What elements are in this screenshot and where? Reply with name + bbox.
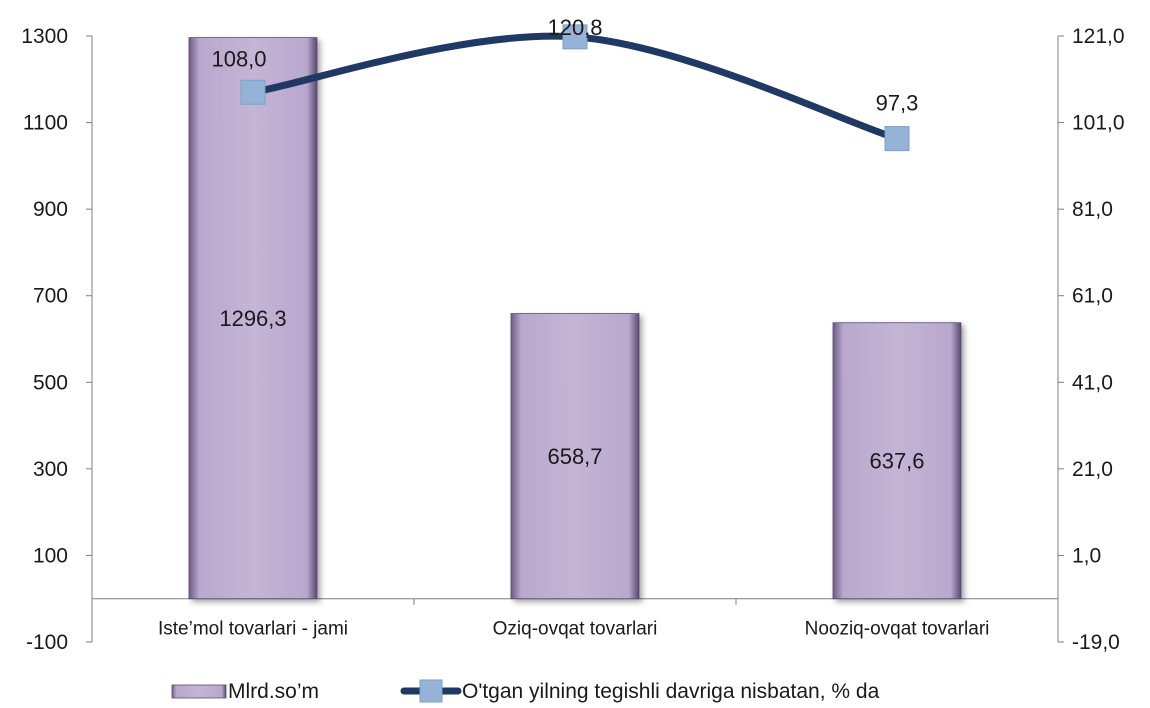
line-series bbox=[240, 24, 910, 152]
left-axis-tick-label: 900 bbox=[33, 198, 68, 221]
right-axis-tick-label: 121,0 bbox=[1072, 25, 1125, 48]
line-value-label: 108,0 bbox=[211, 46, 266, 71]
left-axis-tick-label: 1300 bbox=[21, 25, 68, 48]
left-axis-tick-label: 100 bbox=[33, 544, 68, 567]
data-labels: 1296,3 658,7 637,6 108,0 120,8 97,3 bbox=[211, 15, 924, 474]
left-axis-tick-label: -100 bbox=[26, 631, 68, 654]
line-series-path bbox=[249, 32, 901, 143]
bar-value-label: 1296,3 bbox=[219, 306, 286, 331]
right-axis-tick-label: 41,0 bbox=[1072, 371, 1113, 394]
legend-label: O'tgan yilning tegishli davriga nisbatan… bbox=[462, 680, 880, 703]
bars bbox=[188, 37, 962, 600]
line-marker bbox=[562, 24, 588, 50]
category-label: Oziq-ovqat tovarlari bbox=[493, 619, 658, 640]
line-marker bbox=[240, 79, 266, 105]
bar bbox=[510, 313, 640, 600]
line-value-label: 120,8 bbox=[547, 15, 602, 40]
right-axis-tick-label: 61,0 bbox=[1072, 285, 1113, 308]
right-axis-tick-label: 1,0 bbox=[1072, 544, 1101, 567]
category-label: Iste’mol tovarlari - jami bbox=[158, 619, 348, 640]
left-axis-tick-label: 700 bbox=[33, 285, 68, 308]
left-axis-tick-label: 300 bbox=[33, 458, 68, 481]
legend-marker-swatch bbox=[419, 679, 443, 703]
legend-label: Mlrd.so’m bbox=[228, 680, 319, 703]
legend-bar-swatch bbox=[171, 684, 227, 699]
right-axis-tick-label: 81,0 bbox=[1072, 198, 1113, 221]
right-axis-tick-label: 21,0 bbox=[1072, 458, 1113, 481]
right-axis-tick-label: -19,0 bbox=[1072, 631, 1120, 654]
legend: Mlrd.so’m O'tgan yilning tegishli davriga… bbox=[171, 679, 880, 703]
left-axis-tick-label: 500 bbox=[33, 371, 68, 394]
line-value-label: 97,3 bbox=[876, 91, 919, 116]
line-marker bbox=[884, 126, 910, 152]
category-label: Nooziq-ovqat tovarlari bbox=[805, 619, 990, 640]
bar bbox=[832, 322, 962, 600]
left-axis-tick-label: 1100 bbox=[23, 112, 68, 135]
right-axis-tick-label: 101,0 bbox=[1072, 112, 1125, 135]
bar-value-label: 637,6 bbox=[869, 449, 924, 474]
bar bbox=[188, 37, 318, 600]
bar-value-label: 658,7 bbox=[547, 444, 602, 469]
